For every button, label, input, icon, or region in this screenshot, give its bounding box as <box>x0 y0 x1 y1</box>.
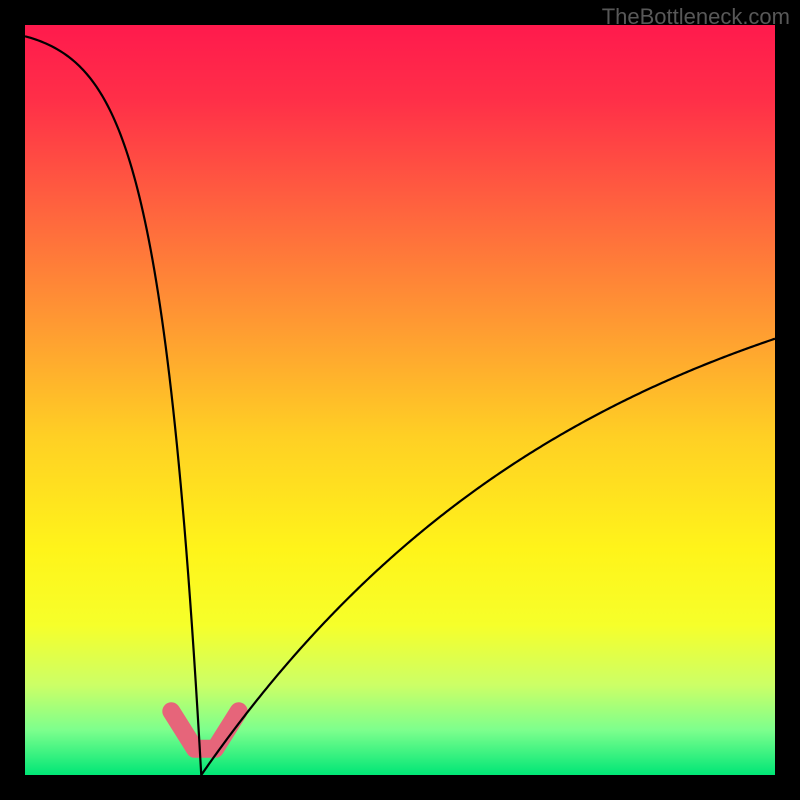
chart-frame: TheBottleneck.com <box>0 0 800 800</box>
gradient-background <box>25 25 775 775</box>
chart-svg <box>0 0 800 800</box>
